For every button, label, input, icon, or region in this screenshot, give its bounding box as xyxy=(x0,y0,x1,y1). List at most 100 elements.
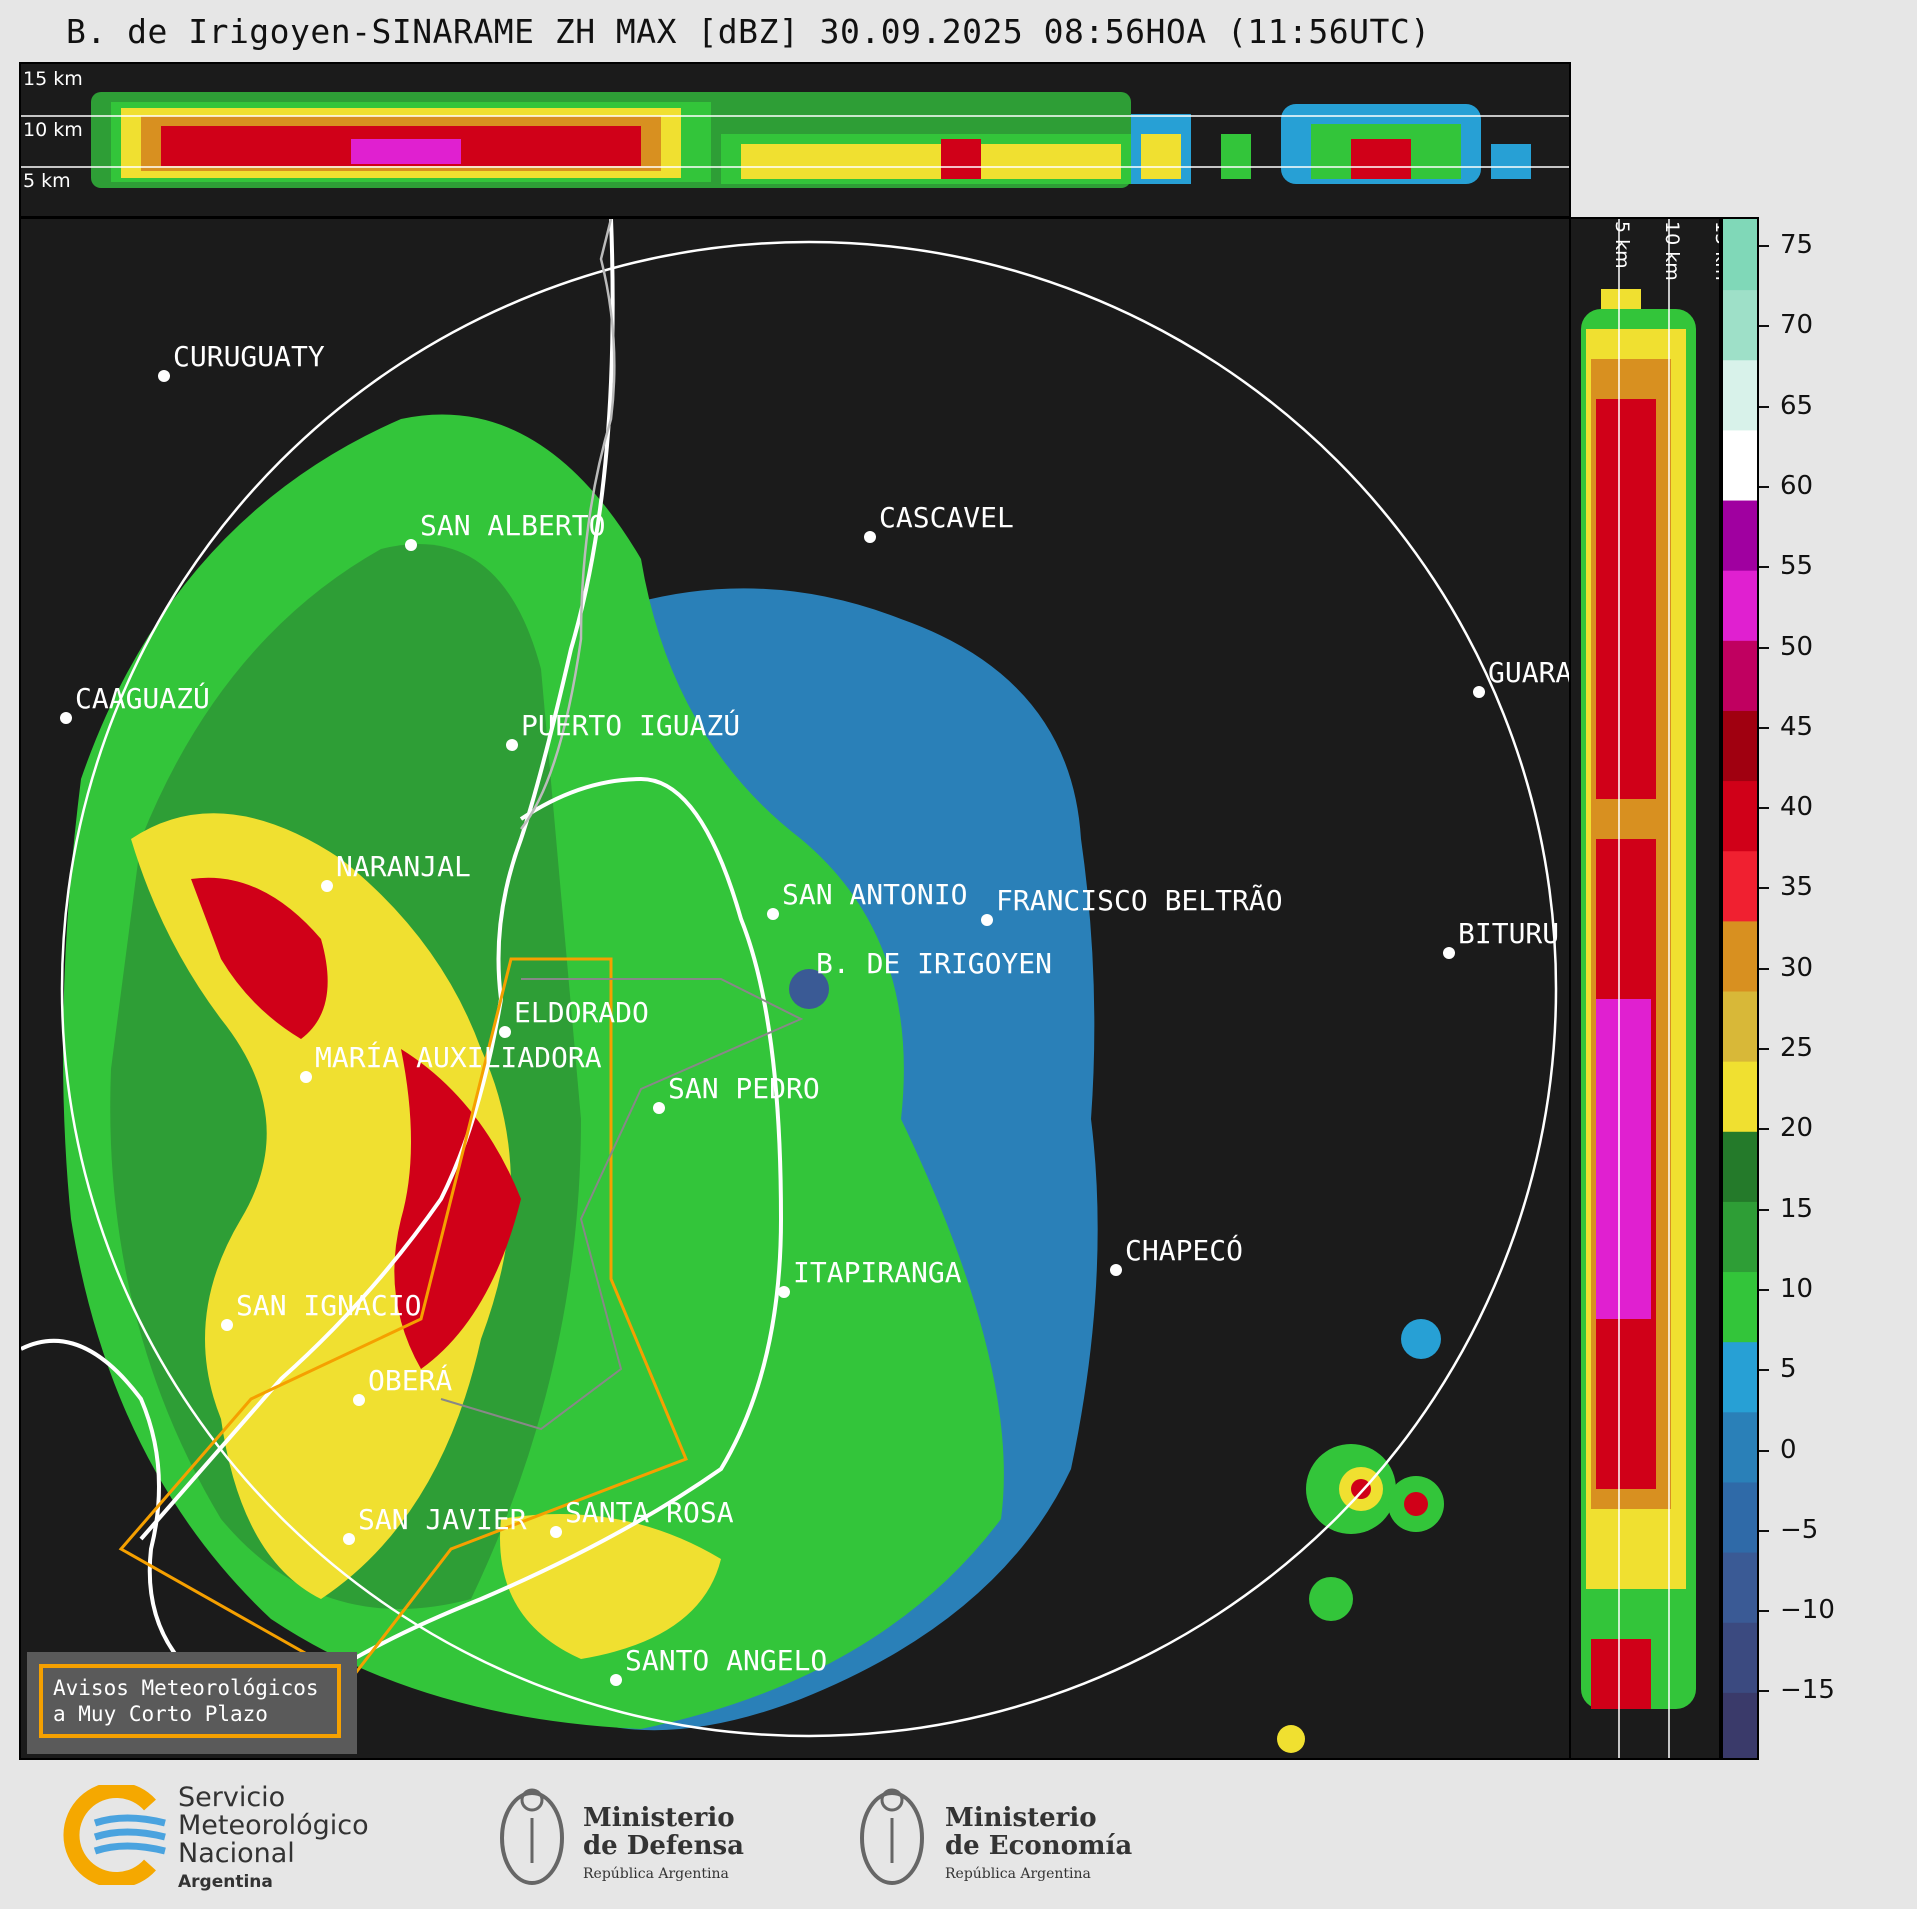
height-label-5km: 5 km xyxy=(23,170,71,192)
colorbar-tick xyxy=(1759,1610,1769,1613)
colorbar-tick xyxy=(1759,325,1769,328)
warning-legend-box: Avisos Meteorológicos a Muy Corto Plazo xyxy=(39,1664,341,1738)
colorbar-segment xyxy=(1723,709,1757,782)
colorbar-segment xyxy=(1723,780,1757,852)
city-marker xyxy=(499,1026,511,1038)
economia-logo-text: Ministerio de Economía República Argenti… xyxy=(945,1804,1132,1888)
city-marker xyxy=(158,370,170,382)
smn-logo xyxy=(55,1782,175,1888)
colorbar-tick-label: 10 xyxy=(1780,1273,1814,1304)
reflectivity-colorbar xyxy=(1721,217,1759,1760)
colorbar-tick-label: 35 xyxy=(1780,872,1814,903)
side-height-label-15km: 15 km xyxy=(1711,221,1721,281)
colorbar-segment xyxy=(1723,569,1757,641)
defensa-line-3: República Argentina xyxy=(583,1866,729,1882)
city-label-santo-angelo: SANTO ANGELO xyxy=(625,1644,828,1677)
city-label-cascavel: CASCAVEL xyxy=(879,501,1014,534)
side-height-label-10km: 10 km xyxy=(1661,221,1683,281)
colorbar-segment xyxy=(1723,1551,1757,1623)
colorbar-segment xyxy=(1723,1481,1757,1553)
colorbar-tick-label: 55 xyxy=(1780,551,1814,582)
city-marker xyxy=(981,914,993,926)
defensa-emblem-icon xyxy=(495,1778,569,1898)
colorbar-segment xyxy=(1723,1621,1757,1693)
legend-line-1: Avisos Meteorológicos xyxy=(53,1676,319,1700)
colorbar-tick-label: 75 xyxy=(1780,230,1814,260)
colorbar-segment xyxy=(1723,1341,1757,1413)
height-label-15km: 15 km xyxy=(23,68,83,90)
colorbar-segment xyxy=(1723,359,1757,431)
city-marker xyxy=(610,1674,622,1686)
colorbar-segment xyxy=(1723,920,1757,992)
colorbar-tick xyxy=(1759,807,1769,810)
colorbar-tick xyxy=(1759,1048,1769,1050)
colorbar-segment xyxy=(1723,1411,1757,1483)
colorbar-tick xyxy=(1759,726,1769,729)
city-label-obera: OBERÁ xyxy=(368,1364,453,1397)
defensa-line-1: Ministerio xyxy=(583,1803,735,1833)
city-marker xyxy=(1110,1264,1122,1276)
city-marker xyxy=(221,1319,233,1331)
city-label-san-javier: SAN JAVIER xyxy=(358,1503,527,1536)
city-marker xyxy=(405,539,417,551)
city-label-eldorado: ELDORADO xyxy=(514,996,649,1029)
city-label-san-antonio: SAN ANTONIO xyxy=(782,878,968,911)
colorbar-tick-label: 45 xyxy=(1780,711,1814,742)
city-label-francisco-beltrao: FRANCISCO BELTRÃO xyxy=(996,884,1283,917)
colorbar-segment xyxy=(1723,639,1757,711)
colorbar-segment xyxy=(1723,1130,1757,1202)
colorbar-tick-label: 20 xyxy=(1780,1113,1814,1144)
colorbar-tick xyxy=(1759,485,1769,488)
colorbar-segment xyxy=(1723,990,1757,1062)
colorbar-segment xyxy=(1723,1060,1757,1132)
side-height-label-5km: 5 km xyxy=(1611,221,1633,269)
colorbar-tick xyxy=(1759,566,1769,569)
city-label-naranjal: NARANJAL xyxy=(336,850,471,883)
economia-line-3: República Argentina xyxy=(945,1866,1091,1882)
smn-line-1: Servicio xyxy=(178,1782,286,1813)
city-marker xyxy=(864,531,876,543)
city-marker xyxy=(1473,686,1485,698)
colorbar-tick xyxy=(1759,1288,1769,1291)
radar-map: CURUGUATY SAN ALBERTO CASCAVEL CAAGUAZÚ … xyxy=(19,217,1571,1760)
colorbar-tick-label: −10 xyxy=(1780,1595,1835,1626)
defensa-line-2: de Defensa xyxy=(583,1831,744,1861)
city-label-radar-site: B. DE IRIGOYEN xyxy=(816,947,1053,980)
city-marker xyxy=(343,1533,355,1545)
colorbar-segment xyxy=(1723,1200,1757,1273)
colorbar-segment xyxy=(1723,499,1757,571)
colorbar-tick xyxy=(1759,1369,1769,1372)
city-label-puerto-iguazu: PUERTO IGUAZÚ xyxy=(521,709,741,742)
colorbar-segment xyxy=(1723,219,1757,291)
colorbar-tick xyxy=(1759,405,1769,408)
colorbar-tick xyxy=(1759,1690,1769,1693)
colorbar-segment xyxy=(1723,1271,1757,1343)
economia-emblem-icon xyxy=(855,1778,929,1898)
colorbar-tick xyxy=(1759,646,1769,649)
economia-line-2: de Economía xyxy=(945,1831,1133,1861)
warning-legend: Avisos Meteorológicos a Muy Corto Plazo xyxy=(27,1652,357,1754)
colorbar-segment xyxy=(1723,289,1757,361)
city-label-curuguaty: CURUGUATY xyxy=(173,340,325,373)
city-marker xyxy=(60,712,72,724)
colorbar-tick-label: 25 xyxy=(1780,1033,1814,1063)
colorbar-segment xyxy=(1723,850,1757,922)
city-label-guara: GUARA xyxy=(1488,656,1571,689)
top-profile-echoes xyxy=(21,92,1569,188)
colorbar-tick xyxy=(1759,1529,1769,1532)
colorbar-tick-label: 40 xyxy=(1780,792,1814,823)
colorbar-tick-label: −15 xyxy=(1780,1675,1835,1706)
city-label-bituru: BITURU xyxy=(1458,917,1560,950)
city-marker xyxy=(300,1071,312,1083)
colorbar-tick-label: 30 xyxy=(1780,952,1814,983)
city-marker xyxy=(1443,947,1455,959)
city-label-itapiranga: ITAPIRANGA xyxy=(793,1256,962,1289)
smn-line-2: Meteorológico xyxy=(178,1810,369,1841)
colorbar-gradient xyxy=(1723,219,1757,1758)
chart-title: B. de Irigoyen-SINARAME ZH MAX [dBZ] 30.… xyxy=(66,12,1431,51)
colorbar-segment xyxy=(1723,1691,1757,1758)
colorbar-tick xyxy=(1759,1208,1769,1211)
colorbar-tick xyxy=(1759,967,1769,970)
colorbar-tick-label: 15 xyxy=(1780,1193,1814,1224)
city-label-chapeco: CHAPECÓ xyxy=(1125,1234,1244,1267)
